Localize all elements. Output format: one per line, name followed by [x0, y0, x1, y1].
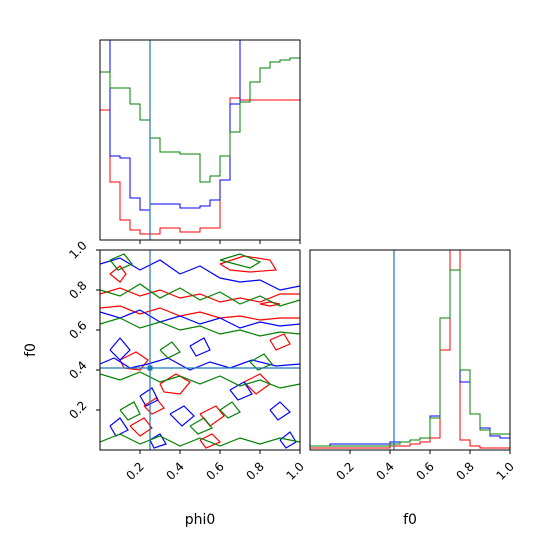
contour-green-5 — [119, 401, 141, 421]
contour-frame — [99, 249, 301, 451]
contour-ytick-label-1: 0.4 — [66, 358, 89, 381]
contour-blue-5 — [229, 381, 253, 401]
f0-marginal-hist-red — [310, 250, 510, 450]
contour-red-10 — [269, 333, 291, 351]
contour-blue-4 — [169, 405, 195, 427]
contour-red-6 — [159, 373, 191, 395]
contour-green-10 — [109, 253, 133, 271]
contour-green-8 — [159, 341, 181, 359]
f0-marginal-panel: 0.2 0.4 0.6 0.8 1.0 — [309, 249, 517, 483]
phi0-marginal-hist-blue — [100, 40, 300, 240]
contour-blue-9 — [109, 417, 129, 437]
contour-blue-8 — [189, 337, 211, 357]
contour-blue-1 — [100, 309, 300, 329]
phi0-marginal-frame — [99, 39, 301, 241]
f0-marginal-xtick-label-1: 0.4 — [373, 459, 396, 482]
contour-xtick-label-3: 0.8 — [243, 459, 266, 482]
contour-ytick-label-0: 0.2 — [66, 398, 89, 421]
phi0-marginal-hist-red — [100, 97, 300, 240]
contour-blue-10 — [279, 431, 297, 449]
axis-labels: phi0 f0 f0 — [23, 343, 417, 528]
contour-red-7 — [199, 405, 225, 427]
contour-green-1 — [100, 317, 300, 337]
contour-blue-2 — [100, 357, 300, 371]
f0-marginal-xtick-label-3: 0.8 — [453, 459, 476, 482]
phi0-marginal-plot-area — [100, 40, 300, 240]
contour-red-9 — [129, 417, 153, 437]
contour-blue-7 — [139, 387, 159, 407]
contour-xtick-label-0: 0.2 — [123, 459, 146, 482]
x-axis-label-phi0: phi0 — [185, 512, 216, 528]
contour-xtick-label-1: 0.4 — [163, 459, 186, 482]
contour-blue-3 — [109, 337, 131, 361]
contour-green-9 — [219, 401, 241, 419]
contour-green-3 — [100, 433, 300, 447]
f0-marginal-hist-green — [310, 269, 510, 450]
contour-red-4 — [259, 301, 281, 307]
truth-marker — [147, 365, 153, 371]
x-axis-label-f0: f0 — [403, 512, 417, 528]
f0-marginal-frame — [309, 249, 511, 451]
contour-red-2 — [109, 265, 127, 283]
contour-green-6 — [189, 417, 213, 435]
phi0-marginal-hist-green — [100, 57, 300, 240]
contour-xtick-label-4: 1.0 — [283, 459, 306, 482]
contour-ytick-label-3: 0.8 — [66, 278, 89, 301]
contour-red-11 — [199, 433, 222, 449]
contour-green-2 — [100, 371, 300, 389]
contour-blue-6 — [269, 401, 291, 421]
phi0-marginal-panel — [99, 39, 301, 244]
contour-red-3 — [219, 255, 278, 273]
contour-plot-area — [100, 250, 300, 450]
contour-green-0 — [100, 283, 300, 307]
f0-marginal-xtick-label-4: 1.0 — [493, 459, 516, 482]
contour-red-1 — [100, 305, 300, 321]
contour-green-4 — [219, 253, 262, 269]
f0-marginal-xtick-label-2: 0.6 — [413, 459, 436, 482]
y-axis-label-f0: f0 — [23, 343, 39, 357]
f0-marginal-plot-area — [310, 250, 510, 450]
contour-green-7 — [249, 353, 273, 371]
contour-blue-0 — [100, 257, 300, 291]
phi0-f0-contour-panel: 0.2 0.4 0.6 0.8 1.0 0.2 0.4 0.6 0.8 1.0 — [66, 238, 307, 483]
contour-red-12 — [143, 397, 165, 415]
contour-xtick-label-2: 0.6 — [203, 459, 226, 482]
contour-ytick-label-2: 0.6 — [66, 318, 89, 341]
contour-blue-11 — [149, 433, 167, 449]
contour-ytick-label-4: 1.0 — [66, 238, 89, 261]
f0-marginal-xtick-label-0: 0.2 — [333, 459, 356, 482]
